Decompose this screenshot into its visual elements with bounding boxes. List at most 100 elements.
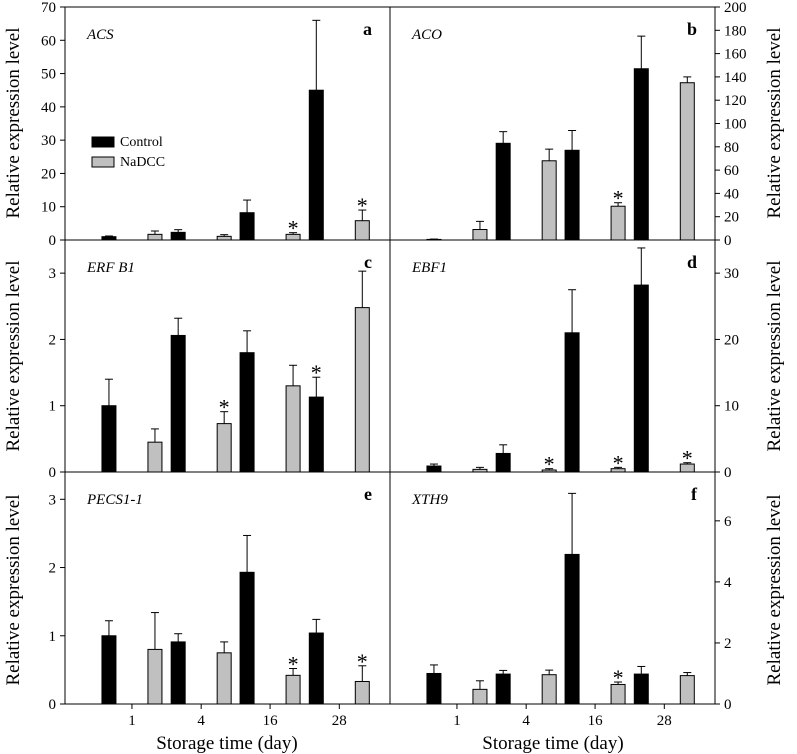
gene-label-e: PECS1-1 (86, 492, 143, 508)
bar-c-control-28 (308, 396, 324, 473)
bar-b-nadcc-28 (679, 82, 695, 241)
y-tick-label-d: 20 (724, 332, 739, 348)
y-tick-label-f: 4 (724, 575, 732, 591)
legend-swatch-control (91, 136, 115, 148)
x-tick-label: 28 (332, 713, 347, 729)
y-tick-label-c: 3 (49, 266, 57, 282)
y-axis-label-e: Relative expression level (3, 495, 24, 686)
bar-f-control-4 (495, 673, 511, 705)
bar-f-nadcc-4 (541, 674, 557, 705)
x-axis-label-right: Storage time (day) (482, 733, 623, 754)
bar-a-control-4 (170, 231, 186, 241)
y-tick-label-f: 0 (724, 697, 732, 713)
bar-f-control-28 (633, 673, 649, 705)
y-tick-label-b: 180 (724, 23, 747, 39)
x-tick-label: 28 (657, 713, 672, 729)
bar-e-nadcc-28 (354, 680, 370, 705)
y-tick-label-c: 2 (49, 332, 57, 348)
significance-star-e: * (288, 652, 299, 677)
y-tick-label-b: 80 (724, 140, 739, 156)
significance-star-e: * (357, 649, 368, 674)
bar-c-nadcc-16 (285, 385, 301, 473)
bar-b-nadcc-4 (541, 160, 557, 241)
y-tick-label-e: 3 (49, 492, 57, 508)
gene-label-b: ACO (411, 27, 442, 43)
significance-star-c: * (311, 360, 322, 385)
panel-b: 0 20 40 60 80 100 120 140 160 180 200 * ACO b (389, 0, 747, 249)
y-tick-label-e: 0 (49, 697, 57, 713)
bar-e-control-16 (239, 571, 255, 705)
y-tick-label-b: 40 (724, 186, 739, 202)
panel-letter-e: e (364, 484, 372, 504)
x-tick-label: 1 (128, 713, 136, 729)
bar-d-control-16 (564, 332, 580, 473)
y-axis-label-b: Relative expression level (764, 28, 785, 219)
bar-e-nadcc-1 (147, 648, 163, 705)
y-tick-label-a: 10 (41, 200, 56, 216)
y-axis-label-f: Relative expression level (764, 495, 785, 686)
y-tick-label-d: 0 (724, 465, 732, 481)
bar-e-nadcc-4 (216, 652, 232, 705)
significance-star-d: * (544, 452, 555, 477)
bar-e-control-1 (101, 635, 117, 705)
significance-star-b: * (613, 186, 624, 211)
panel-frame-a (64, 6, 391, 241)
bar-d-control-4 (495, 452, 511, 473)
panel-letter-c: c (364, 252, 372, 272)
panel-e: 0 1 2 3 * * PECS1-1 e 1 4 16 28 (49, 471, 391, 729)
panel-letter-f: f (691, 484, 698, 504)
y-tick-label-a: 0 (49, 233, 57, 249)
bar-d-control-28 (633, 284, 649, 473)
bar-e-control-4 (170, 641, 186, 705)
panel-f: 0 2 4 6 * XTH9 f 1 4 16 28 (389, 471, 732, 729)
gene-label-c: ERF B1 (86, 260, 135, 276)
significance-star-d: * (682, 446, 693, 471)
bar-c-control-4 (170, 334, 186, 473)
y-tick-label-c: 0 (49, 465, 57, 481)
legend-label-control: Control (120, 135, 163, 150)
panel-a: 0 10 20 30 40 50 60 70 * * ACS a Control NaDCC (41, 0, 391, 249)
legend-swatch-nadcc (91, 156, 115, 168)
x-axis-label-left: Storage time (day) (156, 733, 297, 754)
significance-star-a: * (357, 193, 368, 218)
y-tick-label-f: 6 (724, 514, 732, 530)
y-tick-label-b: 0 (724, 233, 732, 249)
y-tick-label-d: 10 (724, 399, 739, 415)
significance-star-f: * (613, 665, 624, 690)
bar-e-nadcc-16 (285, 674, 301, 705)
significance-star-c: * (219, 395, 230, 420)
x-tick-label: 1 (453, 713, 461, 729)
panel-letter-b: b (687, 19, 697, 39)
bar-a-nadcc-4 (216, 235, 232, 241)
y-tick-label-b: 200 (724, 0, 747, 16)
panel-letter-a: a (363, 19, 372, 39)
gene-label-f: XTH9 (411, 492, 448, 508)
overlay-group: Storage time (day) Storage time (day) Re… (3, 28, 785, 754)
y-tick-label-b: 60 (724, 163, 739, 179)
bar-b-control-28 (633, 68, 649, 241)
x-tick-label: 16 (263, 713, 279, 729)
y-tick-label-a: 60 (41, 33, 56, 49)
bar-b-control-16 (564, 149, 580, 241)
panel-letter-d: d (687, 252, 697, 272)
bar-e-control-28 (308, 632, 324, 705)
bar-c-nadcc-28 (354, 307, 370, 473)
bar-a-nadcc-1 (147, 233, 163, 241)
y-tick-label-e: 2 (49, 561, 57, 577)
bar-b-nadcc-16 (610, 205, 626, 241)
gene-label-d: EBF1 (411, 260, 447, 276)
y-tick-label-a: 20 (41, 166, 56, 182)
y-tick-label-c: 1 (49, 399, 57, 415)
bar-b-nadcc-1 (472, 229, 488, 241)
panel-c: 0 1 2 3 * * ERF B1 c (49, 239, 391, 481)
gene-label-a: ACS (86, 27, 114, 43)
legend-label-nadcc: NaDCC (120, 155, 165, 170)
y-tick-label-e: 1 (49, 629, 57, 645)
significance-star-a: * (288, 216, 299, 241)
significance-star-d: * (613, 450, 624, 475)
y-tick-label-a: 50 (41, 67, 56, 83)
bar-a-control-16 (239, 212, 255, 241)
y-tick-label-a: 30 (41, 133, 56, 149)
